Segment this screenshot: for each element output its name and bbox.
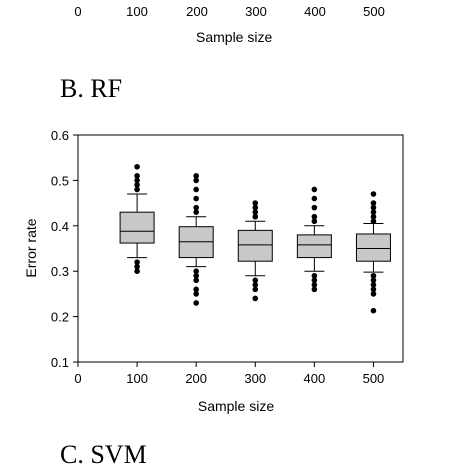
outlier-point bbox=[370, 191, 377, 197]
outlier-point bbox=[311, 286, 318, 293]
y-axis-title: Error rate bbox=[23, 218, 39, 277]
outlier-point bbox=[134, 173, 140, 179]
box-400 bbox=[296, 186, 332, 293]
y-tick-label: 0.1 bbox=[51, 355, 69, 370]
panel-label-b: B. RF bbox=[60, 74, 123, 103]
outlier-point bbox=[370, 213, 377, 220]
outlier-point bbox=[252, 213, 259, 220]
outlier-point bbox=[311, 195, 318, 202]
boxes-group bbox=[119, 163, 391, 314]
outlier-point bbox=[370, 204, 377, 211]
outlier-point bbox=[193, 277, 199, 284]
outlier-point bbox=[252, 209, 259, 215]
x-tick-label: 0 bbox=[74, 371, 81, 386]
top-x-tick-label: 0 bbox=[74, 4, 82, 19]
box-200 bbox=[178, 173, 214, 306]
outlier-point bbox=[193, 204, 199, 211]
box-iqr bbox=[296, 234, 332, 259]
outlier-point bbox=[134, 268, 140, 275]
top-x-tick-label: 300 bbox=[245, 4, 267, 19]
y-tick-label: 0.4 bbox=[51, 219, 69, 234]
box-iqr bbox=[355, 233, 391, 262]
outlier-point bbox=[193, 173, 199, 179]
box-iqr bbox=[237, 229, 273, 262]
top-x-tick-label: 500 bbox=[363, 4, 385, 19]
outlier-point bbox=[252, 295, 259, 302]
box-100 bbox=[119, 163, 155, 275]
outlier-point bbox=[193, 272, 199, 279]
x-tick-label: 200 bbox=[185, 371, 207, 386]
outlier-point bbox=[252, 286, 259, 293]
outlier-point bbox=[311, 186, 318, 193]
y-tick-label: 0.3 bbox=[51, 264, 69, 279]
outlier-point bbox=[193, 286, 199, 293]
outlier-point bbox=[311, 204, 318, 211]
outlier-point bbox=[193, 195, 199, 202]
outlier-point bbox=[252, 277, 259, 284]
outlier-point bbox=[370, 286, 377, 293]
x-axis: 0 100 200 300 400 500 bbox=[74, 362, 384, 386]
outlier-point bbox=[370, 282, 377, 288]
outlier-point bbox=[370, 209, 377, 215]
y-tick-label: 0.2 bbox=[51, 310, 69, 325]
outlier-point bbox=[193, 186, 199, 193]
outlier-point bbox=[193, 268, 199, 275]
box-500 bbox=[355, 191, 391, 314]
outlier-point bbox=[252, 204, 259, 211]
outlier-point bbox=[311, 277, 318, 284]
x-tick-label: 100 bbox=[126, 371, 148, 386]
outlier-point bbox=[370, 200, 377, 206]
x-tick-label: 500 bbox=[363, 371, 385, 386]
top-x-tick-label: 100 bbox=[126, 4, 148, 19]
outlier-point bbox=[134, 182, 140, 188]
outlier-point bbox=[134, 186, 140, 193]
x-tick-label: 300 bbox=[244, 371, 266, 386]
outlier-point bbox=[134, 163, 140, 170]
outlier-point bbox=[370, 277, 377, 284]
outlier-point bbox=[193, 291, 199, 297]
outlier-point bbox=[311, 213, 318, 220]
outlier-point bbox=[134, 259, 140, 265]
y-tick-label: 0.5 bbox=[51, 173, 69, 188]
x-tick-label: 400 bbox=[304, 371, 326, 386]
outlier-point bbox=[134, 263, 140, 270]
outlier-point bbox=[311, 218, 318, 225]
outlier-point bbox=[370, 291, 377, 297]
outlier-point bbox=[370, 307, 377, 314]
outlier-point bbox=[193, 209, 199, 215]
top-x-tick-label: 400 bbox=[304, 4, 326, 19]
plot-frame bbox=[77, 134, 404, 363]
outlier-point bbox=[193, 177, 199, 184]
y-tick-label: 0.6 bbox=[51, 128, 69, 143]
outlier-point bbox=[134, 177, 140, 184]
outlier-point bbox=[193, 300, 199, 306]
box-300 bbox=[237, 200, 273, 302]
outlier-point bbox=[252, 282, 259, 288]
y-axis: 0.1 0.2 0.3 0.4 0.5 0.6 bbox=[51, 128, 78, 370]
outlier-point bbox=[311, 272, 318, 279]
x-axis-title: Sample size bbox=[198, 398, 274, 414]
outlier-point bbox=[370, 272, 377, 279]
outlier-point bbox=[370, 218, 377, 225]
top-x-tick-label: 200 bbox=[186, 4, 208, 19]
box-iqr bbox=[119, 211, 155, 244]
outlier-point bbox=[252, 200, 259, 206]
panel-label-c: C. SVM bbox=[60, 440, 147, 469]
top-x-axis-title: Sample size bbox=[196, 29, 273, 45]
outlier-point bbox=[311, 282, 318, 288]
